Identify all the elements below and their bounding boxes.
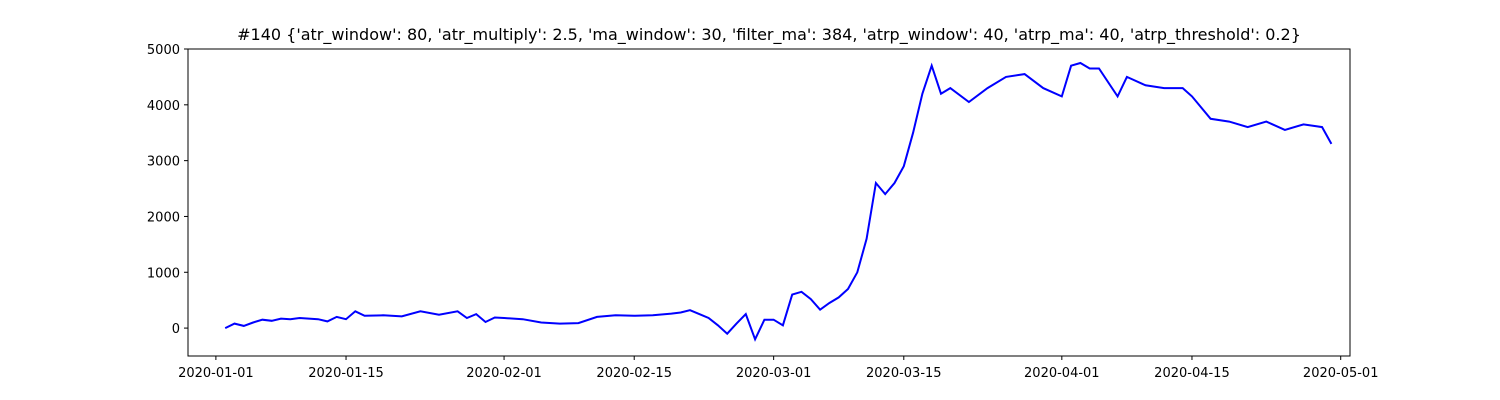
y-tick-label: 4000 (147, 99, 180, 114)
y-tick-label: 1000 (147, 266, 180, 281)
y-tick-label: 3000 (147, 155, 180, 170)
x-tick-label: 2020-02-01 (466, 366, 542, 381)
x-tick-label: 2020-03-01 (736, 366, 812, 381)
x-tick-label: 2020-02-15 (596, 366, 672, 381)
chart-title: #140 {'atr_window': 80, 'atr_multiply': … (237, 25, 1301, 45)
y-tick-label: 0 (172, 322, 180, 337)
x-tick-label: 2020-04-15 (1154, 366, 1230, 381)
x-tick-label: 2020-01-15 (308, 366, 384, 381)
x-tick-label: 2020-04-01 (1024, 366, 1100, 381)
plot-area-frame (187, 48, 1351, 357)
x-tick-label: 2020-03-15 (866, 366, 942, 381)
series-line (224, 61, 1333, 342)
x-tick-label: 2020-01-01 (178, 366, 254, 381)
y-tick-label: 2000 (147, 210, 180, 225)
x-tick-label: 2020-05-01 (1303, 366, 1379, 381)
axis-ticks: 2020-01-01 2020-01-15 2020-02-01 2020-02-15… (147, 43, 1379, 381)
y-tick-label: 5000 (147, 43, 180, 58)
